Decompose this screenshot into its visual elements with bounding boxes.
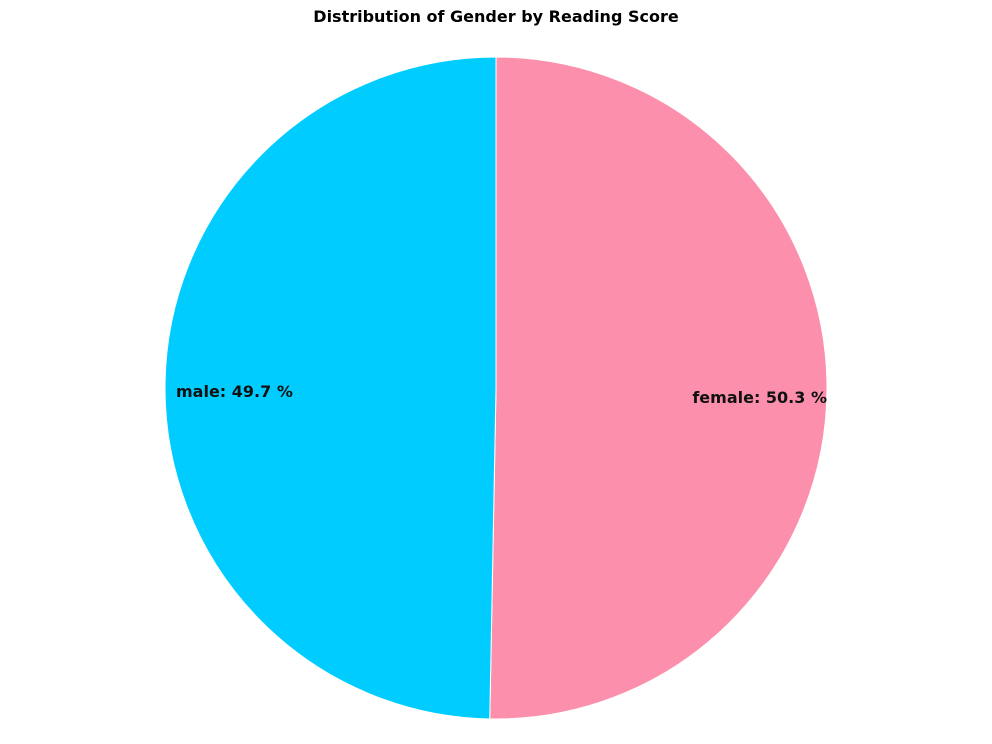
slice-label-female: female: 50.3 %: [692, 388, 827, 407]
pie-labels: female: 50.3 % male: 49.7 %: [176, 382, 827, 407]
chart-title: Distribution of Gender by Reading Score: [313, 7, 679, 26]
pie-slice-female: [489, 56, 828, 720]
pie-slice-male: [164, 56, 497, 720]
slice-label-male: male: 49.7 %: [176, 382, 293, 401]
pie-slices: [164, 56, 828, 720]
